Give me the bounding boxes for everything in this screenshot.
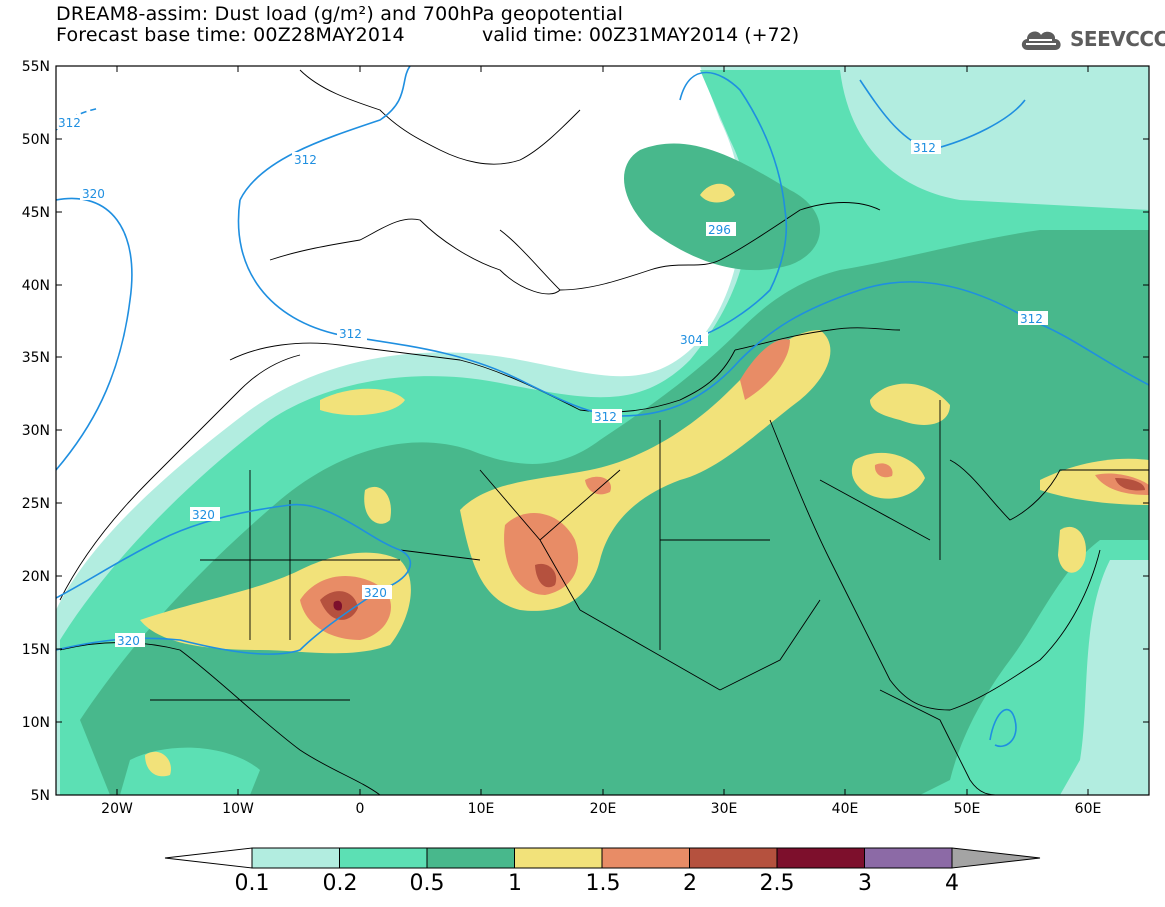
lat-label: 50N [22,132,50,148]
colorbar-label: 2 [683,871,697,896]
colorbar-swatch [426,847,515,869]
lon-label: 50E [954,801,981,817]
valid-time: valid time: 00Z31MAY2014 (+72) [482,24,800,46]
colorbar-label: 4 [945,871,959,896]
colorbar-min-triangle [164,847,253,869]
lon-label: 20E [590,801,617,817]
colorbar-swatch [689,847,778,869]
lat-label: 20N [22,569,50,585]
lat-label: 25N [22,496,50,512]
seevccc-logo: SEEVCCC [1018,22,1165,56]
colorbar-swatch [514,847,603,869]
contour-label: 312 [58,116,81,130]
latitude-labels: 55N 50N 45N 40N 35N 30N 25N 20N 15N 10N … [22,59,50,804]
contour-label: 320 [117,634,140,648]
lon-label: 10W [222,801,254,817]
lat-label: 35N [22,350,50,366]
lon-label: 30E [711,801,738,817]
contour-label: 320 [364,586,387,600]
contour-label: 320 [192,508,215,522]
lon-label: 40E [832,801,859,817]
lat-label: 55N [22,59,50,75]
lon-label: 10E [468,801,495,817]
longitude-labels: 20W 10W 0 10E 20E 30E 40E 50E 60E [101,801,1101,817]
colorbar-max-triangle [951,847,1041,869]
lat-label: 10N [22,715,50,731]
latitude-axis [56,65,1149,723]
forecast-base-time: Forecast base time: 00Z28MAY2014 [56,24,405,46]
colorbar-swatch [339,847,428,869]
colorbar-label: 1 [508,871,522,896]
dust-field [56,66,1149,795]
lat-label: 30N [22,423,50,439]
colorbar-swatch [776,847,865,869]
lat-label: 5N [31,788,50,804]
contour-label-group: 312 312 320 312 296 312 304 312 320 320 … [56,115,1048,648]
contour-label: 320 [82,187,105,201]
colorbar-label: 2.5 [759,871,795,896]
colorbar-swatch [601,847,690,869]
lat-label: 40N [22,278,50,294]
lon-label: 20W [101,801,133,817]
colorbar-swatch [864,847,953,869]
contour-label: 312 [339,327,362,341]
colorbar-label: 0.2 [322,871,358,896]
lat-label: 15N [22,642,50,658]
contour-label: 312 [913,141,936,155]
longitude-axis [116,66,1089,795]
colorbar-label: 1.5 [585,871,621,896]
lon-label: 0 [356,801,365,817]
map-title: DREAM8-assim: Dust load (g/m²) and 700hP… [56,3,624,25]
colorbar-label: 0.1 [234,871,270,896]
colorbar-label: 0.5 [409,871,445,896]
contour-label: 304 [680,333,703,347]
logo-text: SEEVCCC [1070,27,1165,51]
contour-label: 296 [708,223,731,237]
colorbar [164,847,1041,869]
colorbar-swatch [251,847,340,869]
cloud-icon [1021,31,1061,50]
colorbar-label: 3 [858,871,872,896]
lon-label: 60E [1075,801,1102,817]
contour-label: 312 [1020,312,1043,326]
contour-label: 312 [294,153,317,167]
lat-label: 45N [22,205,50,221]
contour-label: 312 [594,410,617,424]
